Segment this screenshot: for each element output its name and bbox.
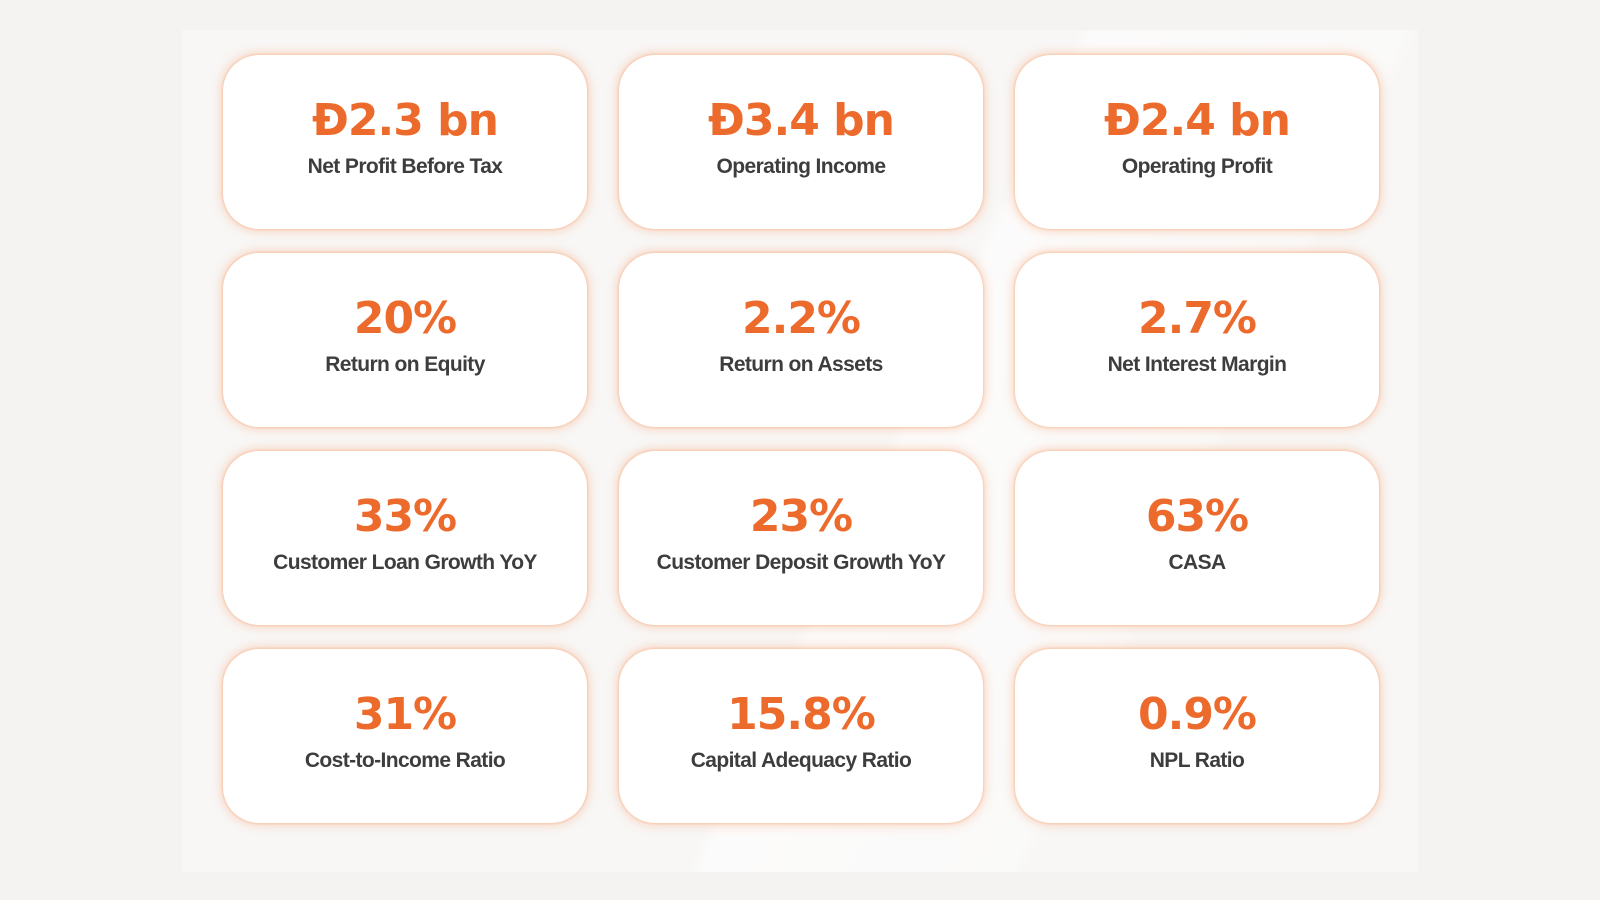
metric-value: 2.2%: [741, 293, 861, 345]
metric-label: Net Profit Before Tax: [307, 155, 503, 179]
metric-value: 23%: [749, 491, 853, 543]
metric-label: Capital Adequacy Ratio: [690, 749, 912, 773]
metric-value: 33%: [353, 491, 457, 543]
metric-card-customer-deposit-growth: 23% Customer Deposit Growth YoY: [619, 451, 983, 625]
metric-label: Net Interest Margin: [1107, 353, 1287, 377]
metric-card-cost-to-income-ratio: 31% Cost-to-Income Ratio: [223, 649, 587, 823]
metric-value: 2.7%: [1137, 293, 1257, 345]
metric-value: 63%: [1145, 491, 1249, 543]
metric-card-operating-profit: Đ2.4 bn Operating Profit: [1015, 55, 1379, 229]
metric-label: Operating Profit: [1121, 155, 1273, 179]
metric-card-capital-adequacy-ratio: 15.8% Capital Adequacy Ratio: [619, 649, 983, 823]
metric-value: Đ3.4 bn: [708, 95, 895, 147]
metric-card-casa: 63% CASA: [1015, 451, 1379, 625]
metric-label: Customer Deposit Growth YoY: [656, 551, 946, 575]
metrics-grid: Đ2.3 bn Net Profit Before Tax Đ3.4 bn Op…: [223, 55, 1379, 823]
metric-label: Return on Equity: [325, 353, 485, 377]
metric-value: Đ2.3 bn: [312, 95, 499, 147]
metric-card-return-on-assets: 2.2% Return on Assets: [619, 253, 983, 427]
metric-card-npl-ratio: 0.9% NPL Ratio: [1015, 649, 1379, 823]
metric-card-operating-income: Đ3.4 bn Operating Income: [619, 55, 983, 229]
metric-card-net-interest-margin: 2.7% Net Interest Margin: [1015, 253, 1379, 427]
metric-label: Return on Assets: [719, 353, 883, 377]
metric-value: 15.8%: [727, 689, 876, 741]
metric-label: Operating Income: [716, 155, 887, 179]
metric-card-return-on-equity: 20% Return on Equity: [223, 253, 587, 427]
metric-card-net-profit-before-tax: Đ2.3 bn Net Profit Before Tax: [223, 55, 587, 229]
metric-value: 31%: [353, 689, 457, 741]
metric-label: Cost-to-Income Ratio: [304, 749, 506, 773]
metric-label: Customer Loan Growth YoY: [273, 551, 537, 575]
metric-label: CASA: [1168, 551, 1226, 575]
metric-value: 0.9%: [1137, 689, 1257, 741]
metric-card-customer-loan-growth: 33% Customer Loan Growth YoY: [223, 451, 587, 625]
metric-value: 20%: [353, 293, 457, 345]
metric-value: Đ2.4 bn: [1104, 95, 1291, 147]
metric-label: NPL Ratio: [1149, 749, 1245, 773]
